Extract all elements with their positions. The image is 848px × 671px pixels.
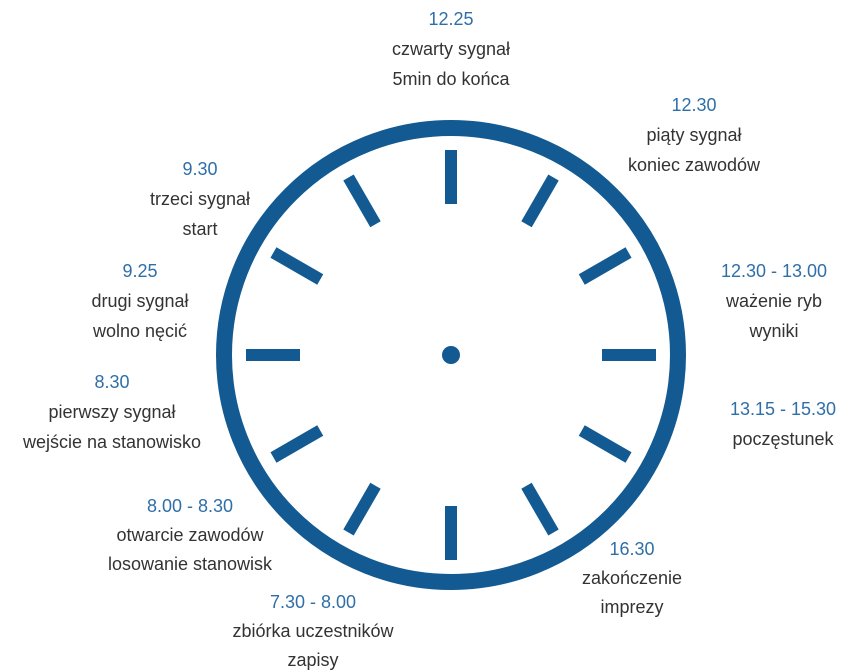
event: 9.25 drugi sygnał wolno nęcić — [91, 261, 188, 341]
event: 8.00 - 8.30 otwarcie zawodów losowanie sta… — [108, 496, 273, 574]
event-description: ważenie ryb — [725, 291, 822, 311]
clock-tick — [521, 482, 559, 536]
event: 12.30 - 13.00 ważenie ryb wyniki — [721, 261, 827, 341]
event-labels: 12.25 czwarty sygnał 5min do końca 12.30 pią… — [22, 9, 836, 670]
event-description: piąty sygnał — [646, 125, 741, 145]
event-description: wolno nęcić — [92, 321, 187, 341]
event-time: 16.30 — [609, 539, 654, 559]
event-time: 7.30 - 8.00 — [270, 592, 356, 612]
event: 8.30 pierwszy sygnał wejście na stanowisko — [22, 372, 201, 452]
clock-tick — [521, 174, 559, 228]
clock-tick — [270, 425, 324, 463]
event-description: zbiórka uczestników — [232, 621, 394, 641]
event-description: poczęstunek — [732, 429, 834, 449]
clock-tick — [343, 174, 381, 228]
clock-tick — [343, 482, 381, 536]
event-description: imprezy — [600, 597, 663, 617]
clock-tick — [270, 247, 324, 285]
event-time: 8.00 - 8.30 — [147, 496, 233, 516]
event-description: pierwszy sygnał — [48, 402, 175, 422]
event-description: otwarcie zawodów — [116, 525, 264, 545]
clock-face — [216, 120, 686, 590]
event-description: koniec zawodów — [628, 155, 761, 175]
event-description: zakończenie — [582, 568, 682, 588]
event-time: 12.25 — [428, 9, 473, 29]
event-time: 8.30 — [94, 372, 129, 392]
clock-center — [442, 346, 460, 364]
event-description: wyniki — [748, 321, 798, 341]
event-description: wejście na stanowisko — [22, 432, 201, 452]
event: 16.30 zakończenie imprezy — [582, 539, 682, 617]
event-description: zapisy — [287, 650, 338, 670]
event: 13.15 - 15.30 poczęstunek — [730, 399, 836, 449]
clock-tick — [578, 247, 632, 285]
event-description: start — [182, 219, 217, 239]
event: 12.25 czwarty sygnał 5min do końca — [392, 9, 511, 89]
event-description: drugi sygnał — [91, 291, 188, 311]
event-description: losowanie stanowisk — [108, 554, 273, 574]
event: 7.30 - 8.00 zbiórka uczestników zapisy — [232, 592, 394, 670]
event-time: 12.30 — [671, 95, 716, 115]
clock-tick — [578, 425, 632, 463]
event-time: 9.25 — [122, 261, 157, 281]
event-time: 12.30 - 13.00 — [721, 261, 827, 281]
clock-ticks — [246, 150, 656, 560]
event-description: czwarty sygnał — [392, 39, 510, 59]
event: 12.30 piąty sygnał koniec zawodów — [628, 95, 761, 175]
event-description: trzeci sygnał — [150, 189, 250, 209]
event-time: 9.30 — [182, 159, 217, 179]
event-time: 13.15 - 15.30 — [730, 399, 836, 419]
event-description: 5min do końca — [392, 69, 510, 89]
event: 9.30 trzeci sygnał start — [150, 159, 250, 239]
